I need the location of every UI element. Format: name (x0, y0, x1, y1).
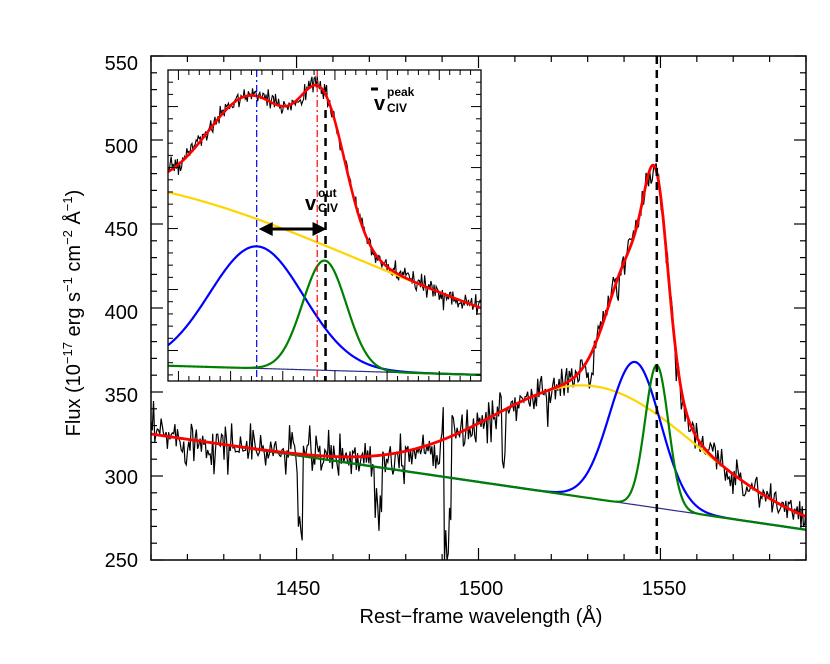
x-tick-label: 1550 (642, 578, 687, 600)
y-tick-label: 550 (105, 53, 138, 75)
y-axis-label: Flux (10−17 erg s−1 cm−2 Å−1) (60, 190, 85, 437)
vout-annotation: v out CIV (305, 186, 338, 215)
vpeak-label: v (374, 93, 386, 115)
vout-superscript: out (318, 186, 337, 200)
y-tick-label: 500 (105, 136, 138, 158)
vout-label: v (305, 193, 317, 215)
vpeak-annotation: v peak CIV (374, 85, 415, 115)
vout-subscript: CIV (318, 201, 338, 215)
inset-core-component-line (167, 259, 482, 376)
x-tick-label: 1450 (276, 578, 321, 600)
inset-total-model-line (167, 83, 482, 310)
y-tick-label: 300 (105, 467, 138, 489)
x-tick-labels: 1450 1500 1550 (276, 578, 687, 600)
y-tick-label: 400 (105, 302, 138, 324)
vout-arrow-right-head (312, 222, 327, 236)
y-tick-labels: 250 300 350 400 450 500 550 (105, 53, 138, 572)
inset-plot (167, 69, 482, 382)
inset-observed-spectrum (167, 75, 482, 316)
total-model-line (150, 163, 807, 518)
x-tick-label: 1500 (459, 578, 504, 600)
main-plot (150, 55, 807, 561)
vpeak-subscript: CIV (387, 101, 407, 115)
vpeak-superscript: peak (387, 85, 415, 99)
x-axis-label: Rest−frame wavelength (Å) (360, 605, 603, 628)
y-tick-label: 250 (105, 550, 138, 572)
y-tick-label: 450 (105, 219, 138, 241)
y-tick-label: 350 (105, 385, 138, 407)
vout-arrow-left-head (258, 222, 273, 236)
